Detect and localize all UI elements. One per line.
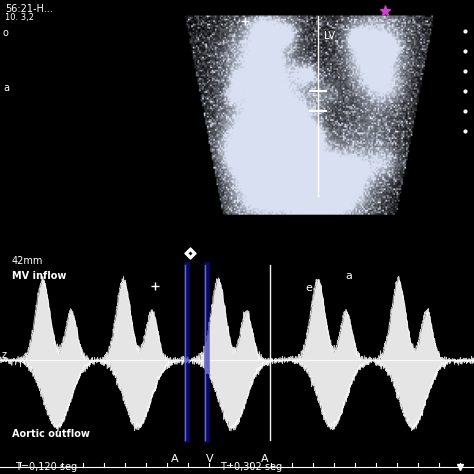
Text: MV inflow: MV inflow <box>12 271 66 281</box>
Text: z: z <box>2 350 7 360</box>
Text: T=0,302 seg: T=0,302 seg <box>220 462 282 472</box>
Text: V: V <box>206 454 214 464</box>
Text: A: A <box>261 454 269 464</box>
Text: 56:21-H...: 56:21-H... <box>5 4 53 14</box>
Text: o: o <box>3 28 9 38</box>
Text: e: e <box>305 283 312 293</box>
Text: A: A <box>171 454 179 464</box>
Text: LV: LV <box>324 31 335 41</box>
Text: Aortic outflow: Aortic outflow <box>12 429 90 439</box>
Text: T=0,120 seg: T=0,120 seg <box>15 462 77 472</box>
Text: 10. 3,2: 10. 3,2 <box>5 13 34 22</box>
Text: 42mm: 42mm <box>12 256 44 266</box>
Text: a: a <box>345 271 352 281</box>
Text: a: a <box>3 83 9 93</box>
